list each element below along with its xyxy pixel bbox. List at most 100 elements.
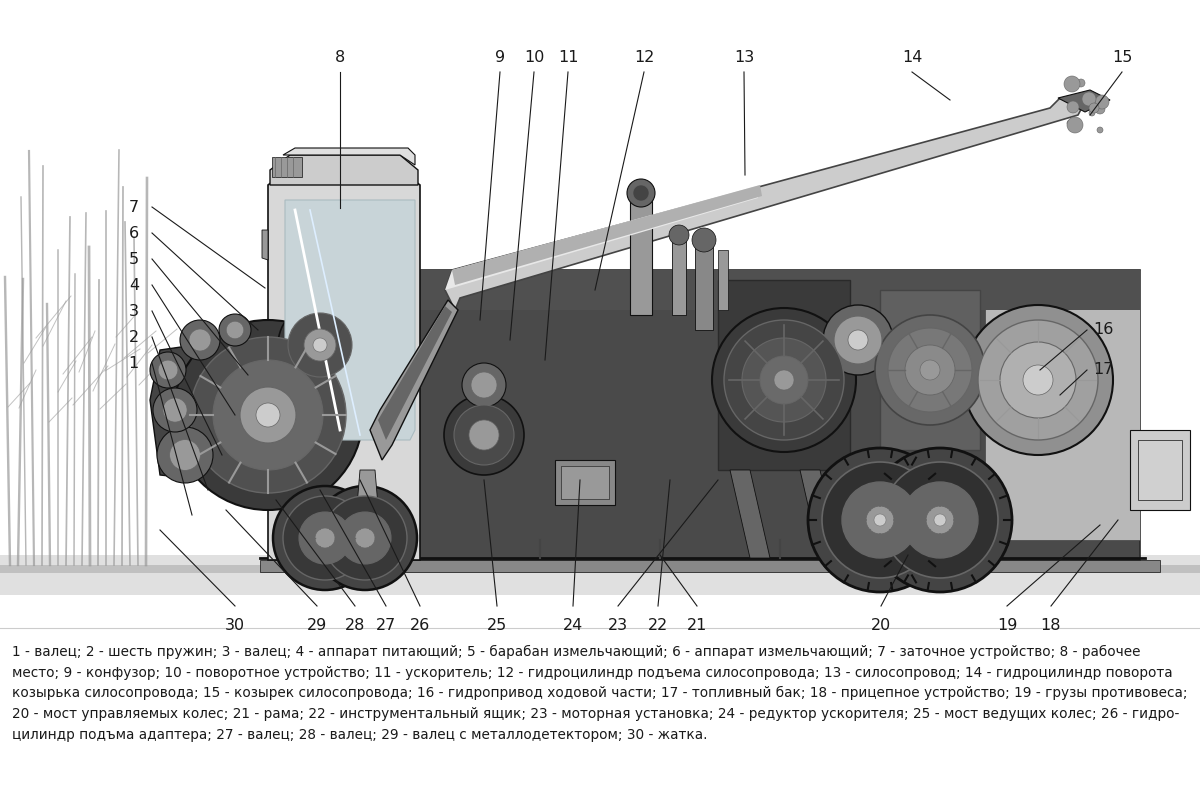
Circle shape xyxy=(190,329,211,351)
Text: 27: 27 xyxy=(376,618,396,633)
Bar xyxy=(378,385,386,407)
Circle shape xyxy=(1090,110,1096,116)
Polygon shape xyxy=(718,280,850,470)
Text: 26: 26 xyxy=(410,618,430,633)
Circle shape xyxy=(934,514,946,526)
Circle shape xyxy=(822,462,938,578)
Circle shape xyxy=(926,506,954,534)
Bar xyxy=(695,240,713,330)
Text: 28: 28 xyxy=(344,618,365,633)
Circle shape xyxy=(882,462,998,578)
Polygon shape xyxy=(1058,90,1110,112)
Text: 23: 23 xyxy=(608,618,628,633)
Polygon shape xyxy=(262,230,268,260)
Circle shape xyxy=(902,482,978,558)
Bar xyxy=(272,157,302,177)
Circle shape xyxy=(834,316,882,364)
Text: 20: 20 xyxy=(871,618,892,633)
Bar xyxy=(390,385,398,407)
Circle shape xyxy=(712,308,856,452)
Circle shape xyxy=(220,314,251,346)
Text: 16: 16 xyxy=(1093,323,1114,338)
Text: 1 - валец; 2 - шесть пружин; 3 - валец; 4 - аппарат питающий; 5 - барабан измель: 1 - валец; 2 - шесть пружин; 3 - валец; … xyxy=(12,645,1188,742)
Polygon shape xyxy=(150,330,380,490)
Text: 7: 7 xyxy=(128,199,139,214)
Polygon shape xyxy=(283,148,415,165)
Circle shape xyxy=(1096,95,1109,109)
Circle shape xyxy=(1082,92,1096,106)
Circle shape xyxy=(313,486,418,590)
Polygon shape xyxy=(268,170,420,560)
Circle shape xyxy=(1067,120,1073,126)
Circle shape xyxy=(256,403,280,427)
Polygon shape xyxy=(286,200,415,440)
Circle shape xyxy=(875,315,985,425)
Bar xyxy=(718,250,728,310)
Bar xyxy=(354,385,362,407)
Circle shape xyxy=(180,320,220,360)
Circle shape xyxy=(314,528,335,548)
Circle shape xyxy=(214,360,323,470)
Circle shape xyxy=(823,305,893,375)
Circle shape xyxy=(444,395,524,475)
Bar xyxy=(554,460,616,505)
Circle shape xyxy=(157,427,214,483)
Circle shape xyxy=(1000,342,1076,418)
Text: 17: 17 xyxy=(1093,362,1114,377)
Circle shape xyxy=(1097,127,1103,133)
Circle shape xyxy=(874,514,886,526)
Circle shape xyxy=(173,320,364,510)
Bar xyxy=(260,560,1160,572)
Text: 24: 24 xyxy=(563,618,583,633)
Polygon shape xyxy=(370,300,458,460)
Circle shape xyxy=(978,320,1098,440)
Circle shape xyxy=(760,356,808,404)
Bar xyxy=(0,625,1200,791)
Circle shape xyxy=(355,528,374,548)
Circle shape xyxy=(288,313,352,377)
Polygon shape xyxy=(355,470,380,530)
Circle shape xyxy=(1078,79,1085,87)
Circle shape xyxy=(274,486,377,590)
Circle shape xyxy=(299,512,352,564)
Circle shape xyxy=(808,448,952,592)
Text: 5: 5 xyxy=(128,252,139,267)
Polygon shape xyxy=(270,155,418,185)
Circle shape xyxy=(920,360,940,380)
Circle shape xyxy=(628,179,655,207)
Bar xyxy=(1130,430,1190,510)
Polygon shape xyxy=(335,380,415,420)
Text: 4: 4 xyxy=(128,278,139,293)
Text: 30: 30 xyxy=(224,618,245,633)
Circle shape xyxy=(469,420,499,450)
Text: 1: 1 xyxy=(128,355,139,370)
Circle shape xyxy=(888,328,972,412)
Text: 9: 9 xyxy=(494,51,505,66)
Polygon shape xyxy=(445,185,760,290)
Circle shape xyxy=(842,482,918,558)
Circle shape xyxy=(964,305,1114,455)
Bar xyxy=(0,555,1200,595)
Circle shape xyxy=(169,440,200,471)
Polygon shape xyxy=(730,470,770,558)
Text: 12: 12 xyxy=(634,51,654,66)
Bar xyxy=(562,466,610,499)
Polygon shape xyxy=(452,185,762,285)
Circle shape xyxy=(278,303,362,387)
Circle shape xyxy=(462,363,506,407)
Circle shape xyxy=(1022,365,1054,395)
Circle shape xyxy=(866,506,894,534)
Bar xyxy=(630,195,652,315)
Text: 13: 13 xyxy=(734,51,754,66)
Text: 14: 14 xyxy=(902,51,922,66)
Text: 2: 2 xyxy=(128,330,139,345)
Bar xyxy=(880,290,980,450)
Text: 18: 18 xyxy=(1040,618,1061,633)
Circle shape xyxy=(313,338,326,352)
Polygon shape xyxy=(445,98,1085,310)
Circle shape xyxy=(470,372,497,398)
Circle shape xyxy=(454,405,514,465)
Text: 3: 3 xyxy=(130,304,139,319)
Circle shape xyxy=(848,330,868,350)
Bar xyxy=(672,235,686,315)
